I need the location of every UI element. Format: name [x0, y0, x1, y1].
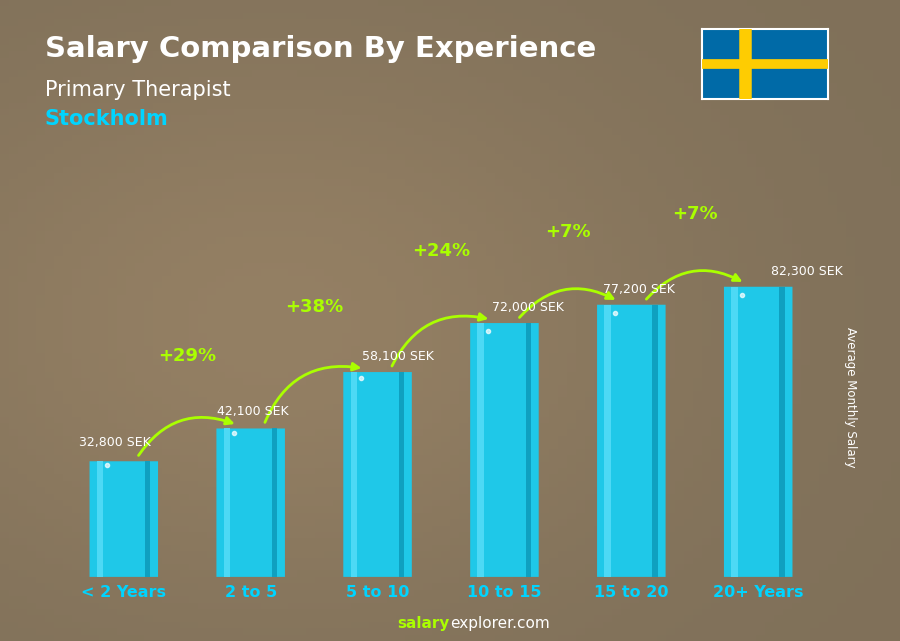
Bar	[477, 323, 484, 577]
Bar	[779, 287, 785, 577]
FancyBboxPatch shape	[343, 372, 412, 577]
FancyBboxPatch shape	[89, 462, 158, 577]
Text: Stockholm: Stockholm	[45, 109, 169, 129]
Bar	[526, 323, 531, 577]
Bar	[731, 287, 738, 577]
Text: salary: salary	[398, 617, 450, 631]
Bar	[350, 372, 357, 577]
Bar	[223, 428, 230, 577]
Text: +24%: +24%	[412, 242, 470, 260]
Bar	[652, 304, 658, 577]
FancyBboxPatch shape	[216, 428, 285, 577]
Bar	[272, 428, 277, 577]
Text: 72,000 SEK: 72,000 SEK	[491, 301, 563, 314]
Bar	[145, 462, 150, 577]
Bar	[96, 462, 104, 577]
Text: 77,200 SEK: 77,200 SEK	[603, 283, 675, 296]
FancyBboxPatch shape	[597, 304, 666, 577]
Text: 58,100 SEK: 58,100 SEK	[363, 350, 434, 363]
FancyBboxPatch shape	[470, 323, 539, 577]
Text: Average Monthly Salary: Average Monthly Salary	[844, 327, 857, 468]
FancyBboxPatch shape	[724, 287, 793, 577]
Text: +7%: +7%	[672, 205, 717, 223]
Text: Primary Therapist: Primary Therapist	[45, 80, 230, 100]
Text: +7%: +7%	[545, 223, 590, 241]
Text: +38%: +38%	[285, 297, 343, 315]
Text: explorer.com: explorer.com	[450, 617, 550, 631]
Text: 42,100 SEK: 42,100 SEK	[218, 405, 289, 418]
Text: 32,800 SEK: 32,800 SEK	[79, 436, 151, 449]
Bar	[604, 304, 611, 577]
Text: +29%: +29%	[158, 347, 216, 365]
Text: Salary Comparison By Experience: Salary Comparison By Experience	[45, 35, 596, 63]
Text: 82,300 SEK: 82,300 SEK	[771, 265, 842, 278]
Bar	[399, 372, 404, 577]
